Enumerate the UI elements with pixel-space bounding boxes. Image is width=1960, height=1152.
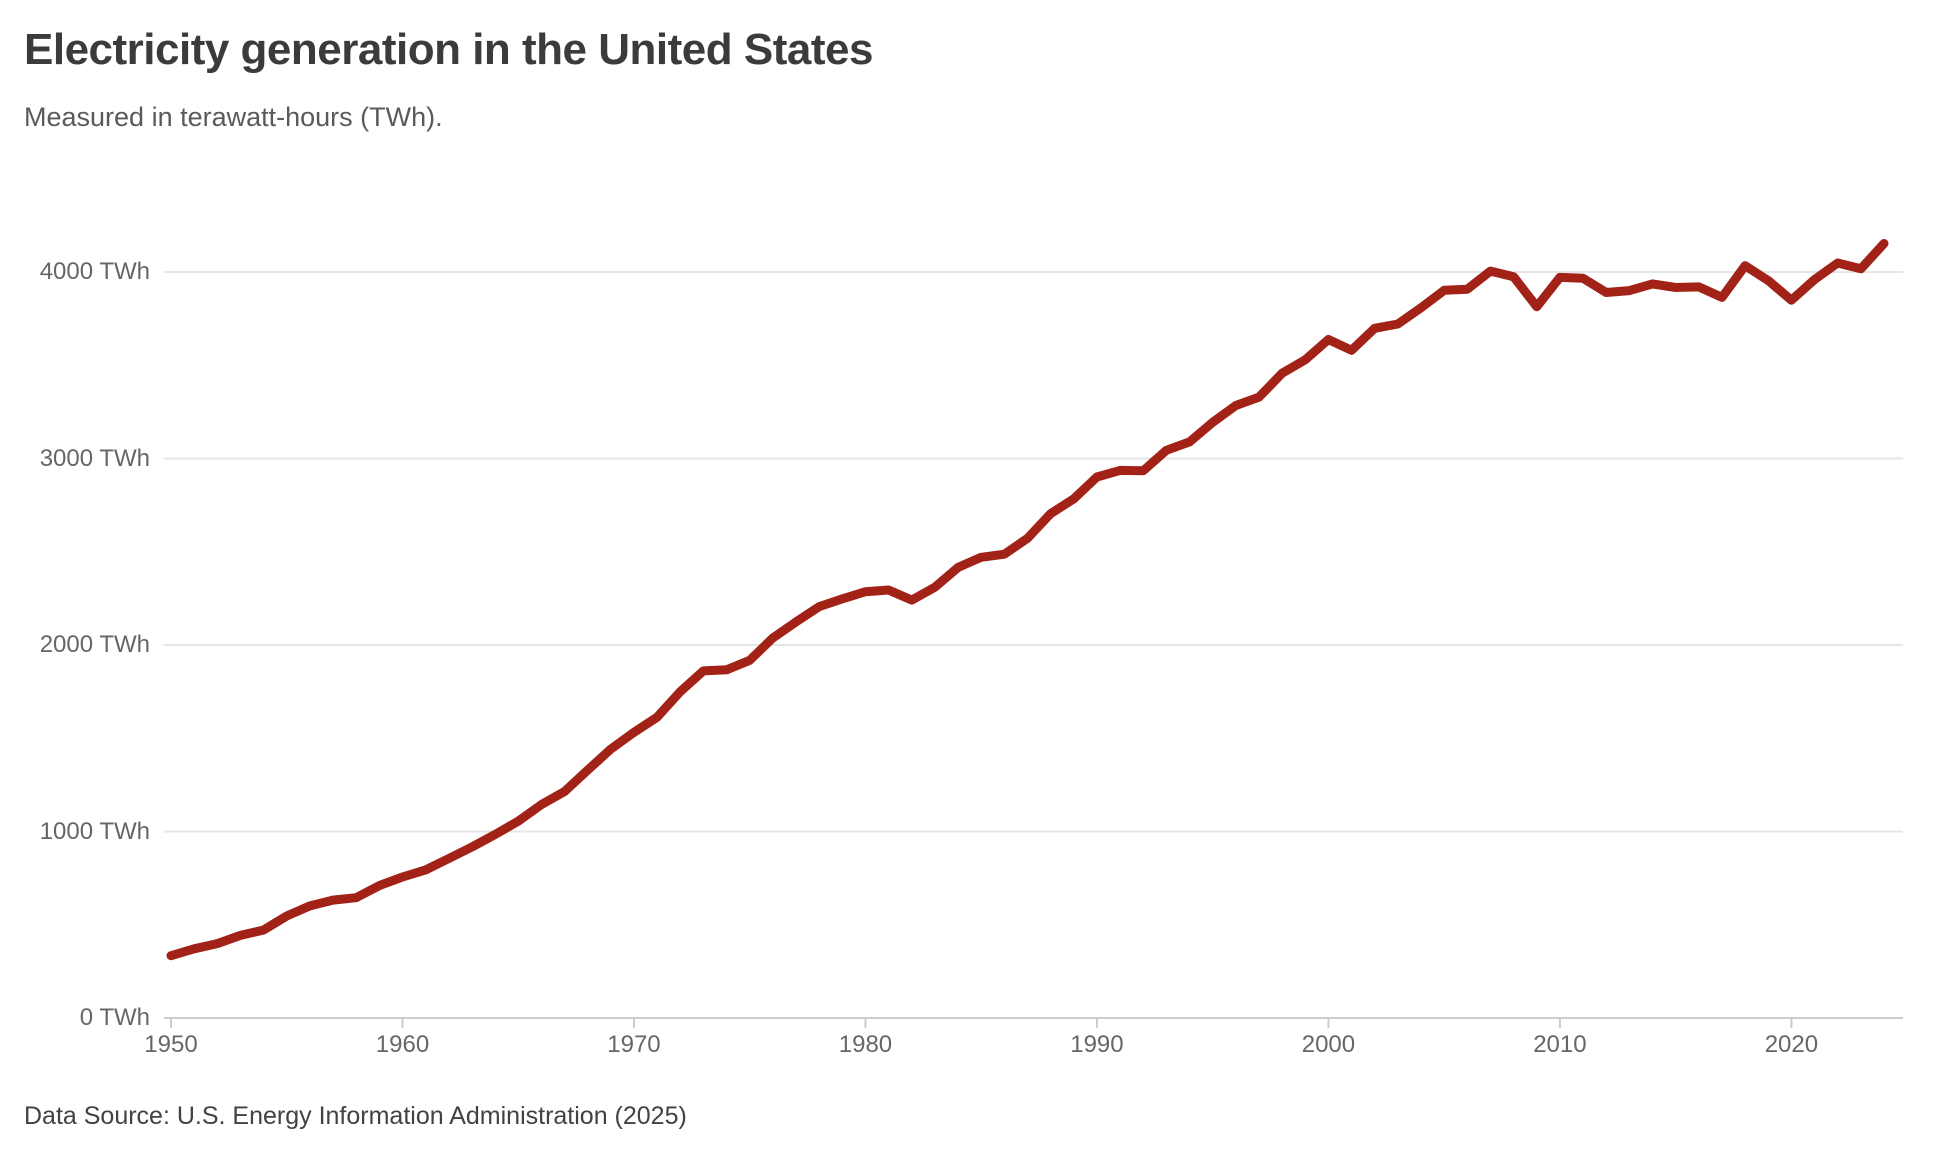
data-line [166, 239, 1889, 961]
y-axis-label-4000: 4000 TWh [39, 258, 150, 285]
data-source: Data Source: U.S. Energy Information Adm… [24, 1102, 687, 1130]
x-axis-label-1990: 1990 [1070, 1031, 1124, 1058]
y-axis-label-0: 0 TWh [79, 1004, 150, 1031]
x-axis-label-2000: 2000 [1301, 1031, 1356, 1058]
x-axis-label-1950: 1950 [144, 1031, 198, 1058]
y-axis-label-3000: 3000 TWh [39, 444, 150, 472]
y-axis-label-1000: 1000 TWh [39, 817, 150, 845]
x-axis-label-2010: 2010 [1533, 1031, 1587, 1058]
y-axis-label-2000: 2000 TWh [39, 631, 150, 658]
chart-subtitle: Measured in terawatt-hours (TWh). [24, 102, 443, 132]
x-axis-label-1970: 1970 [607, 1031, 661, 1058]
x-axis-label-1980: 1980 [838, 1031, 893, 1058]
x-axis-label-2020: 2020 [1764, 1031, 1819, 1058]
x-axis-label-1960: 1960 [375, 1031, 430, 1058]
chart-title: Electricity generation in the United Sta… [24, 25, 873, 74]
